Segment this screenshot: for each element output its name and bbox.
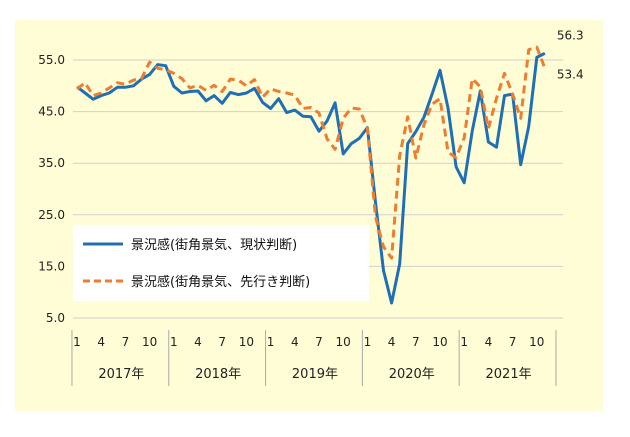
- y-tick-label: 35.0: [38, 156, 65, 170]
- y-tick-label: 5.0: [46, 311, 65, 325]
- y-tick-label: 45.0: [38, 105, 65, 119]
- x-tick-label: 1: [267, 335, 275, 349]
- x-tick-label: 10: [142, 335, 157, 349]
- series-lines: [76, 45, 547, 305]
- chart-area: 55.0 45.0 35.0 25.0 15.0 5.0 1 4 7 10 1 4 7 10 1 4 7 10 1…: [15, 20, 603, 411]
- y-axis: 55.0 45.0 35.0 25.0 15.0 5.0: [38, 53, 65, 325]
- x-year-label: 2018年: [195, 367, 241, 382]
- x-tick-label: 10: [239, 335, 254, 349]
- x-axis: 1 4 7 10 1 4 7 10 1 4 7 10 1 4 7 10 1 4 7 10 2017年 2018年 2019年…: [71, 330, 557, 386]
- x-tick-label: 4: [388, 335, 396, 349]
- x-year-label: 2017年: [98, 367, 144, 382]
- x-year-label: 2020年: [389, 367, 435, 382]
- series-line-outlook: [76, 45, 547, 260]
- y-tick-label: 15.0: [38, 259, 65, 273]
- x-tick-label: 4: [194, 335, 202, 349]
- x-tick-label: 7: [315, 335, 323, 349]
- x-tick-label: 10: [432, 335, 447, 349]
- x-year-label: 2019年: [292, 367, 338, 382]
- line-chart: 55.045.035.025.015.05.0 1 4 7 10 1 4 7 10 1 4 7 10 1…: [38, 28, 584, 386]
- end-label-current: 56.3: [557, 28, 584, 42]
- end-labels: 56.3 53.4: [557, 28, 584, 81]
- x-tick-label: 4: [291, 335, 299, 349]
- x-tick-label: 10: [336, 335, 351, 349]
- x-tick-label: 4: [97, 335, 105, 349]
- x-tick-label: 1: [73, 335, 81, 349]
- legend-label-current: 景況感(街角景気、現状判断): [131, 237, 297, 253]
- x-tick-label: 1: [460, 335, 468, 349]
- x-tick-label: 1: [170, 335, 178, 349]
- legend-label-outlook: 景況感(街角景気、先行き判断): [131, 274, 310, 290]
- legend-box: [73, 225, 369, 301]
- x-tick-label: 7: [218, 335, 226, 349]
- x-tick-label: 7: [509, 335, 517, 349]
- end-label-outlook: 53.4: [557, 67, 584, 81]
- y-tick-label: 55.0: [38, 53, 65, 67]
- x-tick-label: 7: [412, 335, 420, 349]
- x-year-label: 2021年: [486, 367, 532, 382]
- legend: 景況感(街角景気、現状判断) 景況感(街角景気、先行き判断): [73, 225, 369, 301]
- x-tick-label: 10: [529, 335, 544, 349]
- x-tick-label: 7: [122, 335, 130, 349]
- x-tick-label: 4: [485, 335, 493, 349]
- x-tick-label: 1: [364, 335, 372, 349]
- y-tick-label: 25.0: [38, 208, 65, 222]
